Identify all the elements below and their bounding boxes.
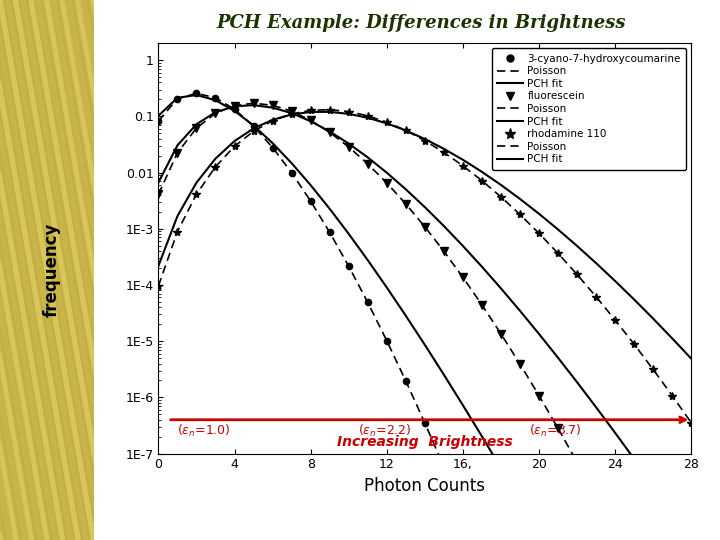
Text: ($\varepsilon_n$=1.0): ($\varepsilon_n$=1.0)	[177, 423, 231, 439]
Text: Increasing  Brightness: Increasing Brightness	[337, 435, 513, 449]
X-axis label: Photon Counts: Photon Counts	[364, 477, 485, 495]
Text: frequency: frequency	[42, 223, 60, 317]
Text: ($\varepsilon_n$=3.7): ($\varepsilon_n$=3.7)	[529, 423, 582, 439]
Text: ($\varepsilon_n$=2.2): ($\varepsilon_n$=2.2)	[358, 423, 411, 439]
Text: PCH Example: Differences in Brightness: PCH Example: Differences in Brightness	[217, 14, 626, 31]
Legend: 3-cyano-7-hydroxycoumarine, Poisson, PCH fit, fluorescein, Poisson, PCH fit, rho: 3-cyano-7-hydroxycoumarine, Poisson, PCH…	[492, 49, 686, 170]
